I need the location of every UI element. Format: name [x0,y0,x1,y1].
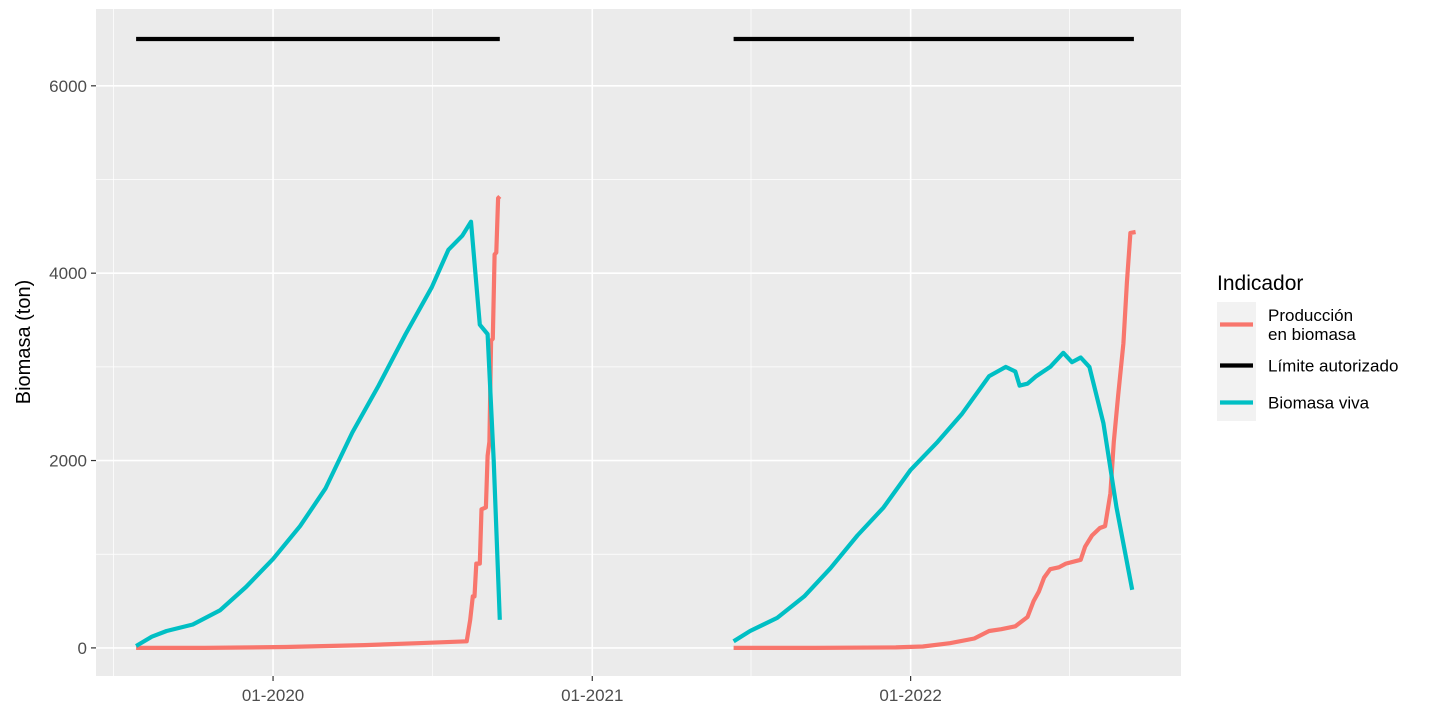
legend-label: Límite autorizado [1268,357,1398,376]
legend: Indicador Producción en biomasa Límite aut… [1217,272,1398,421]
x-tick-label: 01-2022 [879,686,941,705]
legend-label: Biomasa viva [1268,394,1370,413]
plot-panel [96,9,1181,676]
legend-label: Producción en biomasa [1268,306,1356,344]
series-line [732,350,1135,644]
y-tick-label: 4000 [49,264,87,283]
x-tick-label: 01-2021 [561,686,623,705]
x-axis: 01-2020 01-2021 01-2022 [242,676,942,705]
series-line [733,229,1136,651]
y-tick-label: 6000 [49,77,87,96]
series-line [136,194,502,651]
x-tick-label: 01-2020 [242,686,304,705]
y-axis: 0 2000 4000 6000 [49,77,96,658]
series-layer [135,36,1136,651]
y-tick-label: 0 [78,639,87,658]
y-tick-label: 2000 [49,452,87,471]
series-line [135,219,502,648]
y-axis-title: Biomasa (ton) [13,280,35,405]
legend-title: Indicador [1217,272,1303,295]
legend-entries: Producción en biomasa Límite autorizado Bio… [1217,302,1398,421]
